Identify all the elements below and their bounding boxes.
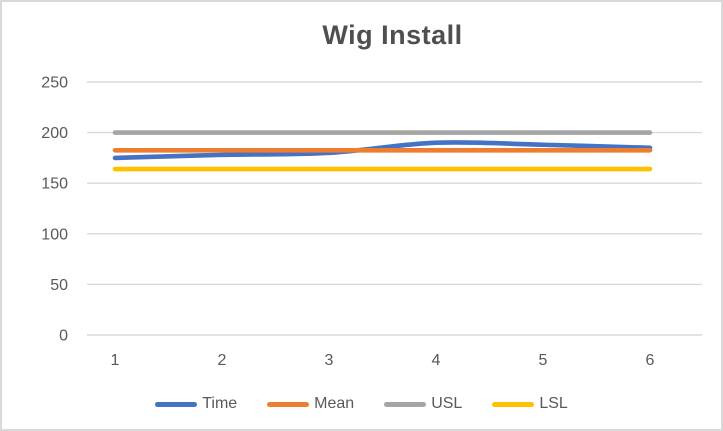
y-tick-label-200: 200 (41, 125, 68, 142)
y-tick-label-250: 250 (41, 75, 68, 92)
legend-item-time[interactable]: Time (155, 395, 237, 413)
x-tick-label-2: 2 (218, 352, 227, 369)
x-tick-label-4: 4 (432, 352, 441, 369)
x-tick-label-6: 6 (646, 352, 655, 369)
legend: Time Mean USL LSL (2, 395, 721, 413)
gridlines (87, 81, 702, 336)
x-tick-label-1: 1 (111, 352, 120, 369)
series-line-time (112, 140, 653, 161)
legend-label-lsl: LSL (539, 395, 568, 412)
y-tick-label-0: 0 (59, 328, 68, 345)
x-tick-label-5: 5 (539, 352, 548, 369)
legend-label-mean: Mean (314, 395, 355, 412)
legend-swatch-time (155, 401, 198, 407)
chart-title: Wig Install (322, 20, 463, 50)
legend-label-time: Time (202, 395, 238, 412)
y-tick-label-50: 50 (50, 277, 68, 294)
y-tick-label-150: 150 (41, 176, 68, 193)
legend-swatch-mean (267, 401, 310, 407)
legend-item-usl[interactable]: USL (384, 395, 462, 413)
legend-swatch-lsl (492, 401, 535, 407)
y-axis-tick-labels: 0 50 100 150 200 250 (41, 75, 68, 345)
legend-swatch-usl (384, 401, 427, 407)
legend-item-lsl[interactable]: LSL (492, 395, 568, 413)
x-tick-label-3: 3 (325, 352, 334, 369)
x-axis-tick-labels: 1 2 3 4 5 6 (111, 352, 655, 369)
legend-label-usl: USL (431, 395, 463, 412)
series-lines (112, 130, 653, 172)
y-tick-label-100: 100 (41, 226, 68, 243)
legend-item-mean[interactable]: Mean (267, 395, 354, 413)
